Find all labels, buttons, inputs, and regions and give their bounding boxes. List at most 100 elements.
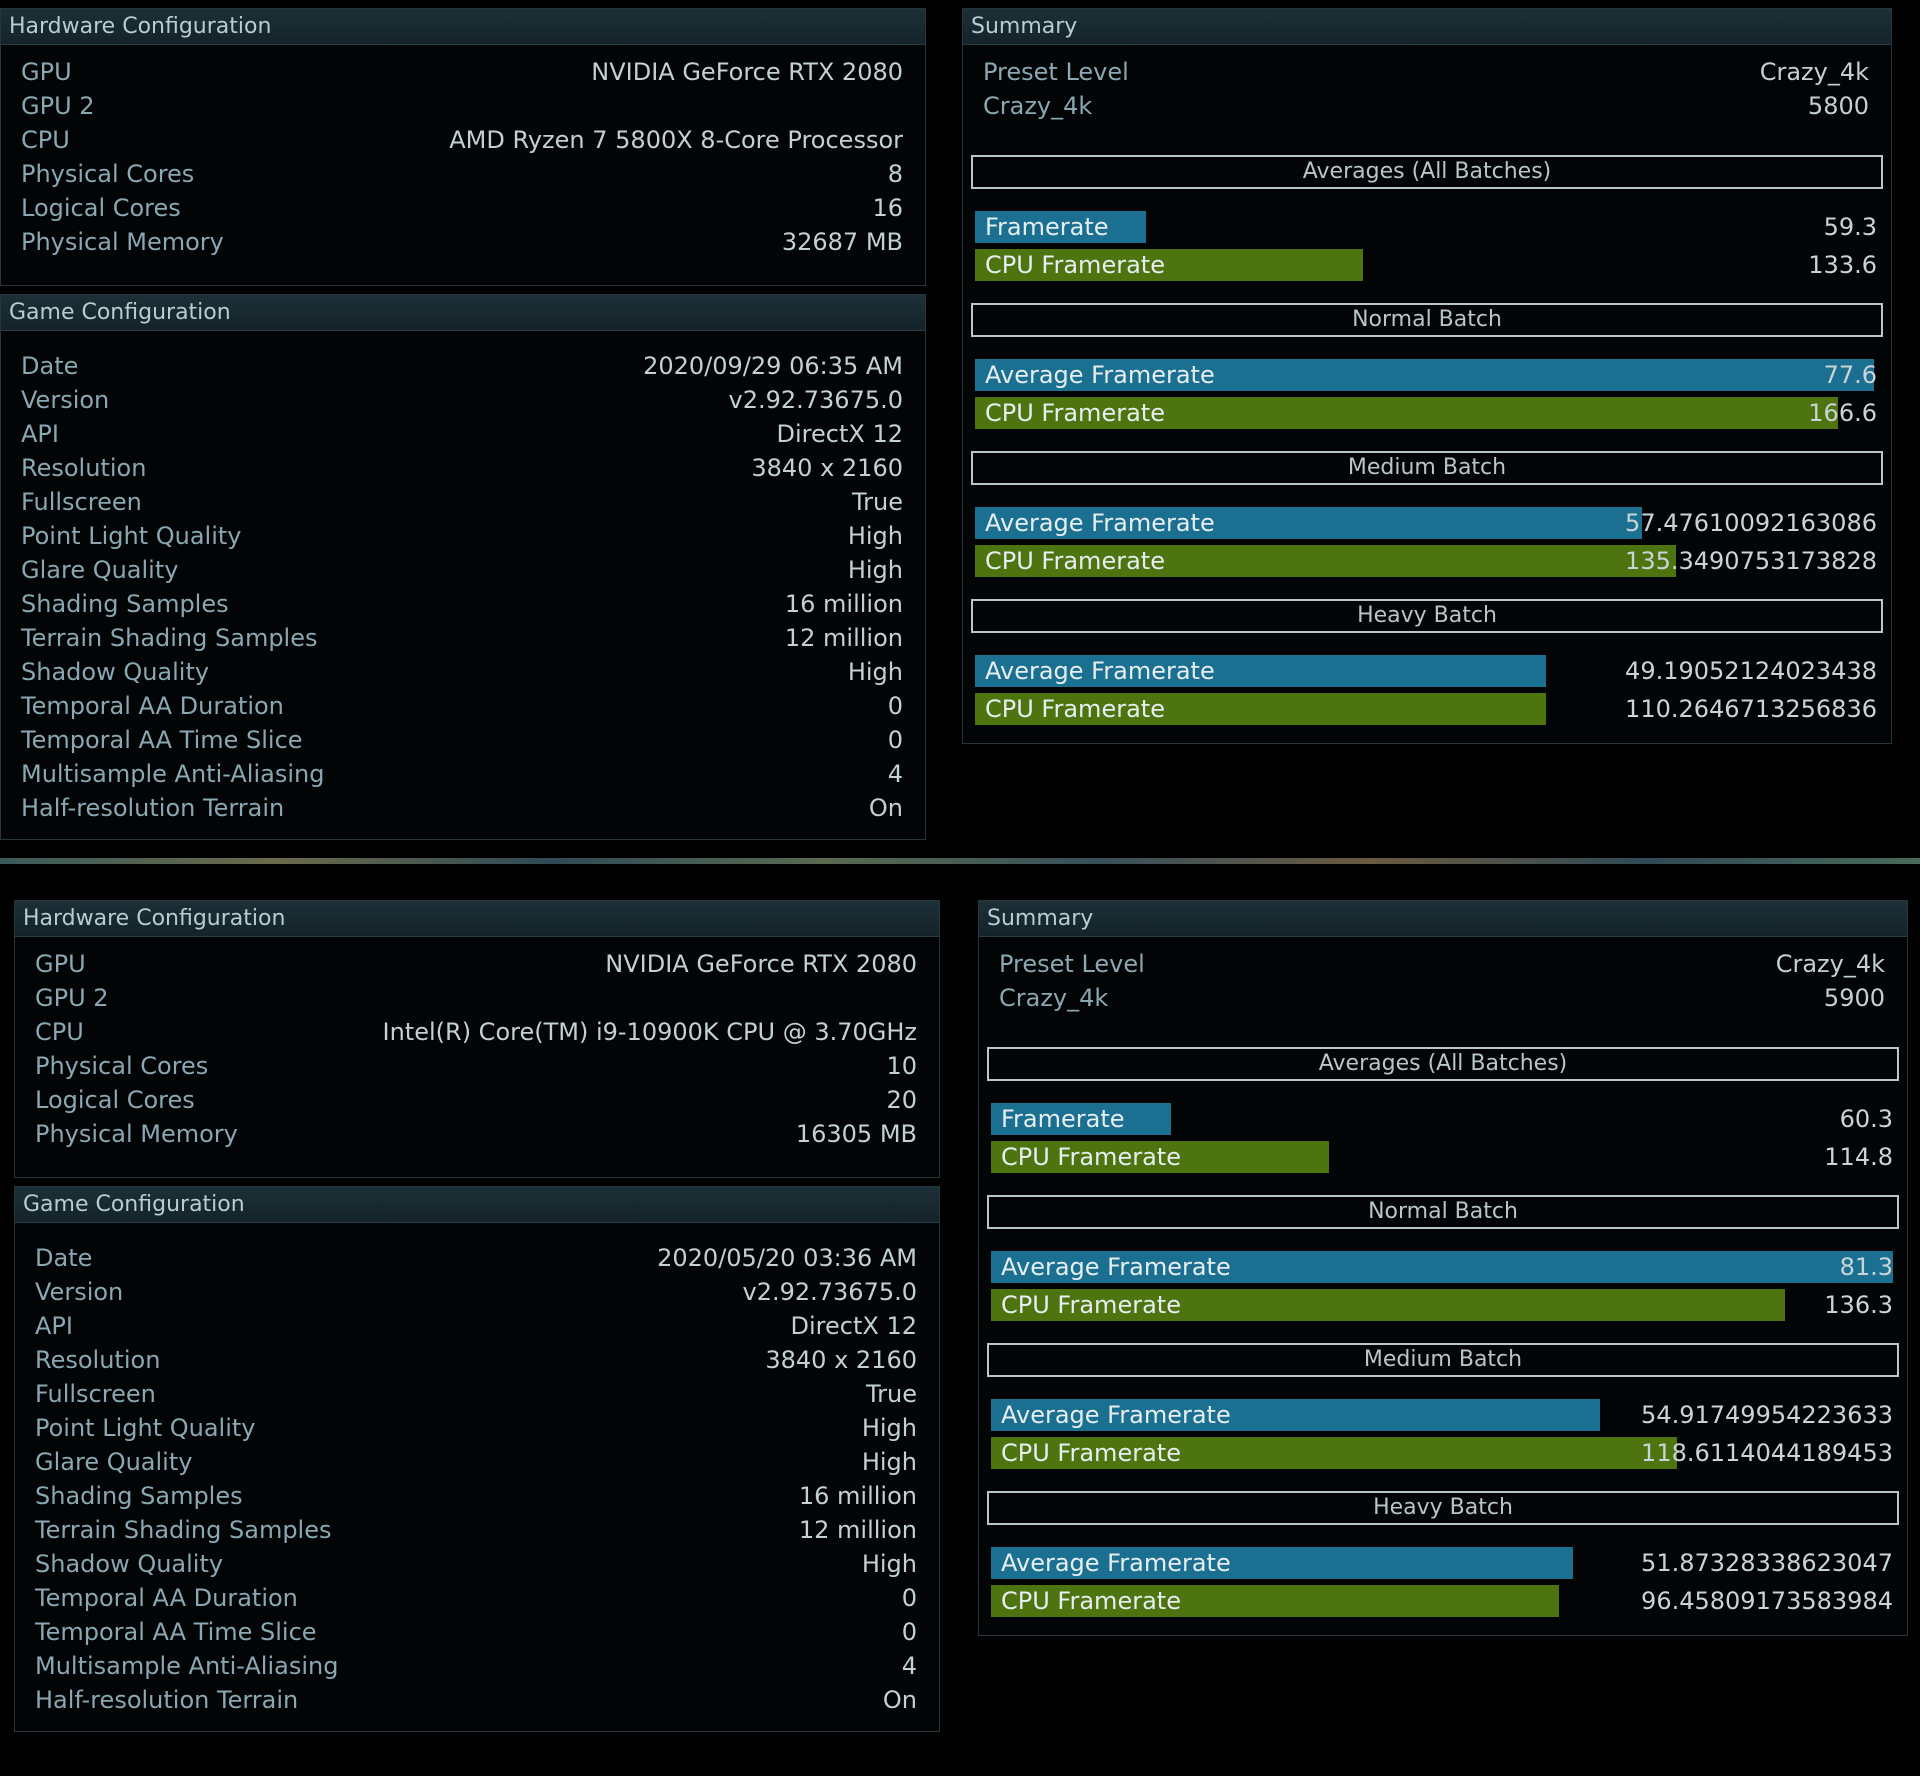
- game-row-api: API DirectX 12: [1, 417, 925, 451]
- row-key: Preset Level: [999, 950, 1145, 978]
- game-row-fullscreen: Fullscreen True: [15, 1377, 939, 1411]
- game-row-fullscreen: Fullscreen True: [1, 485, 925, 519]
- normal-avg-row: Average Framerate 81.3: [991, 1251, 1893, 1283]
- game-row-taa-slice: Temporal AA Time Slice 0: [15, 1615, 939, 1649]
- hardware-config-panel: Hardware Configuration GPU NVIDIA GeForce…: [14, 900, 940, 1178]
- bar-value: 59.3: [1823, 213, 1877, 241]
- hw-row-physical-memory: Physical Memory 32687 MB: [1, 225, 925, 259]
- game-row-version: Version v2.92.73675.0: [1, 383, 925, 417]
- row-key: Crazy_4k: [983, 92, 1093, 120]
- row-key: Multisample Anti-Aliasing: [35, 1652, 339, 1680]
- bar-value: 118.6114044189453: [1641, 1439, 1893, 1467]
- bar-value: 135.3490753173828: [1625, 547, 1877, 575]
- row-key: Physical Memory: [21, 228, 224, 256]
- bar-value: 49.19052124023438: [1625, 657, 1877, 685]
- row-value: High: [847, 658, 903, 686]
- row-value: 12 million: [784, 624, 903, 652]
- medium-cpu-row: CPU Framerate 135.3490753173828: [975, 545, 1877, 577]
- cpu-framerate-bar: [975, 545, 1676, 577]
- row-value: DirectX 12: [790, 1312, 917, 1340]
- bar-label: CPU Framerate: [985, 547, 1165, 575]
- row-key: Multisample Anti-Aliasing: [21, 760, 325, 788]
- game-row-shadow: Shadow Quality High: [1, 655, 925, 689]
- averages-header: Averages (All Batches): [987, 1047, 1899, 1081]
- panel-title: Summary: [979, 901, 1907, 937]
- game-row-msaa: Multisample Anti-Aliasing 4: [1, 757, 925, 791]
- framerate-bar: [991, 1103, 1172, 1135]
- avg-framerate-row: Framerate 59.3: [975, 211, 1877, 243]
- row-key: GPU 2: [21, 92, 95, 120]
- row-value: High: [861, 1448, 917, 1476]
- bar-label: CPU Framerate: [1001, 1143, 1181, 1171]
- row-value: v2.92.73675.0: [742, 1278, 917, 1306]
- bar-value: 133.6: [1808, 251, 1877, 279]
- score-row: Crazy_4k 5800: [963, 89, 1891, 123]
- row-key: Half-resolution Terrain: [21, 794, 285, 822]
- hw-row-physical-cores: Physical Cores 10: [15, 1049, 939, 1083]
- bar-label: CPU Framerate: [1001, 1439, 1181, 1467]
- row-value: 16 million: [784, 590, 903, 618]
- cpu-framerate-bar: [991, 1437, 1677, 1469]
- cpu-framerate-bar: [975, 397, 1839, 429]
- row-key: Date: [21, 352, 79, 380]
- game-row-date: Date 2020/05/20 03:36 AM: [15, 1241, 939, 1275]
- hw-row-logical-cores: Logical Cores 16: [1, 191, 925, 225]
- bar-value: 114.8: [1824, 1143, 1893, 1171]
- heavy-cpu-row: CPU Framerate 110.2646713256836: [975, 693, 1877, 725]
- cpu-framerate-bar: [975, 693, 1546, 725]
- row-value: True: [866, 1380, 917, 1408]
- row-value: Crazy_4k: [1775, 950, 1885, 978]
- bar-label: Average Framerate: [985, 657, 1215, 685]
- game-config-panel: Game Configuration Date 2020/05/20 03:36 …: [14, 1186, 940, 1732]
- game-row-taa-slice: Temporal AA Time Slice 0: [1, 723, 925, 757]
- row-key: Shading Samples: [21, 590, 229, 618]
- row-value: 16305 MB: [795, 1120, 917, 1148]
- medium-batch-header: Medium Batch: [987, 1343, 1899, 1377]
- row-value: 10: [886, 1052, 917, 1080]
- row-key: Crazy_4k: [999, 984, 1109, 1012]
- bar-label: CPU Framerate: [1001, 1587, 1181, 1615]
- summary-panel: Summary Preset Level Crazy_4k Crazy_4k 590…: [978, 900, 1908, 1636]
- row-value: True: [852, 488, 903, 516]
- game-row-point-light: Point Light Quality High: [1, 519, 925, 553]
- framerate-bar: [975, 359, 1875, 391]
- game-row-date: Date 2020/09/29 06:35 AM: [1, 349, 925, 383]
- row-value: 5900: [1823, 984, 1885, 1012]
- bar-value: 136.3: [1824, 1291, 1893, 1319]
- row-value: 2020/09/29 06:35 AM: [643, 352, 903, 380]
- summary-panel: Summary Preset Level Crazy_4k Crazy_4k 580…: [962, 8, 1892, 744]
- row-key: Version: [35, 1278, 124, 1306]
- row-value: 20: [886, 1086, 917, 1114]
- bar-value: 96.45809173583984: [1641, 1587, 1893, 1615]
- row-value: 0: [901, 1618, 917, 1646]
- bar-label: Average Framerate: [1001, 1401, 1231, 1429]
- row-key: Temporal AA Duration: [35, 1584, 298, 1612]
- row-value: Intel(R) Core(TM) i9-10900K CPU @ 3.70GH…: [382, 1018, 917, 1046]
- heavy-cpu-row: CPU Framerate 96.45809173583984: [991, 1585, 1893, 1617]
- game-row-point-light: Point Light Quality High: [15, 1411, 939, 1445]
- row-value: 16 million: [798, 1482, 917, 1510]
- row-key: Preset Level: [983, 58, 1129, 86]
- row-key: Shadow Quality: [21, 658, 210, 686]
- normal-batch-header: Normal Batch: [987, 1195, 1899, 1229]
- medium-avg-row: Average Framerate 54.91749954223633: [991, 1399, 1893, 1431]
- normal-batch-header: Normal Batch: [971, 303, 1883, 337]
- framerate-bar: [975, 507, 1643, 539]
- panel-title: Game Configuration: [15, 1187, 939, 1223]
- cpu-framerate-bar: [991, 1141, 1330, 1173]
- panel-title: Game Configuration: [1, 295, 925, 331]
- bar-value: 77.6: [1823, 361, 1877, 389]
- row-key: Fullscreen: [35, 1380, 156, 1408]
- bar-label: CPU Framerate: [985, 399, 1165, 427]
- panel-title: Hardware Configuration: [1, 9, 925, 45]
- heavy-batch-header: Heavy Batch: [971, 599, 1883, 633]
- row-key: Temporal AA Time Slice: [35, 1618, 317, 1646]
- row-value: On: [868, 794, 903, 822]
- panel-title: Hardware Configuration: [15, 901, 939, 937]
- heavy-avg-row: Average Framerate 51.87328338623047: [991, 1547, 1893, 1579]
- hardware-config-panel: Hardware Configuration GPU NVIDIA GeForce…: [0, 8, 926, 286]
- row-value: 16: [872, 194, 903, 222]
- game-config-panel: Game Configuration Date 2020/09/29 06:35 …: [0, 294, 926, 840]
- bar-label: Average Framerate: [985, 509, 1215, 537]
- bar-label: CPU Framerate: [985, 251, 1165, 279]
